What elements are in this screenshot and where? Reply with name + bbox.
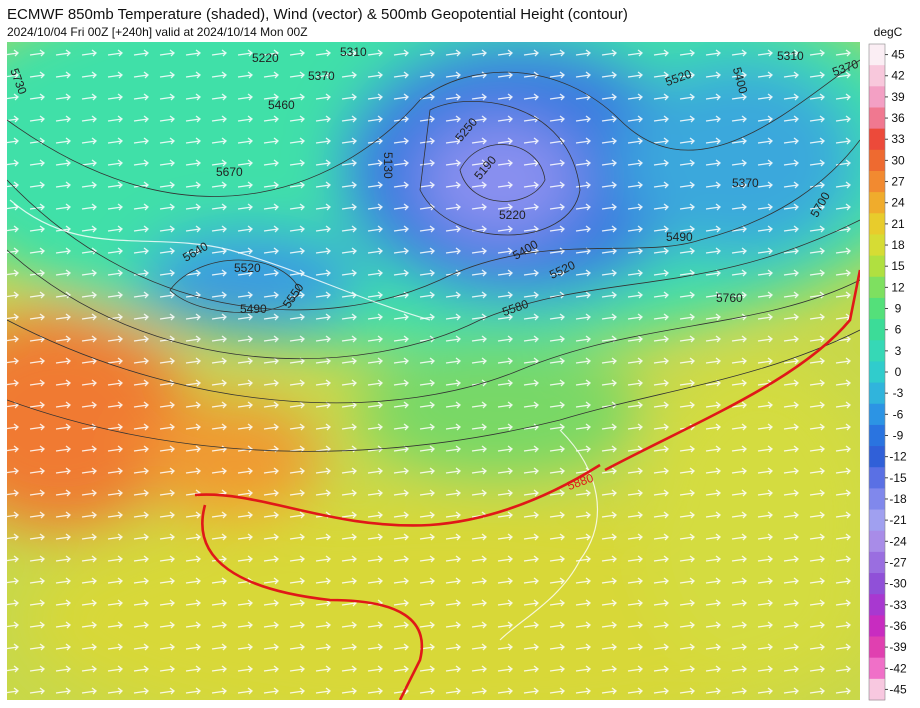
colorbar-band <box>869 636 885 659</box>
colorbar-band <box>869 86 885 108</box>
contour-label: 5220 <box>252 51 279 65</box>
colorbar-band <box>869 615 885 638</box>
height-contours <box>7 59 860 452</box>
colorbar-tick-label: 18 <box>891 238 905 252</box>
colorbar-band <box>869 467 885 489</box>
colorbar-band <box>869 382 885 405</box>
colorbar-tick-label: -21 <box>889 513 907 527</box>
colorbar-band <box>869 657 885 680</box>
colorbar-tick-label: 0 <box>895 365 902 379</box>
contour-label: 5490 <box>666 230 693 244</box>
colorbar-band <box>869 319 885 341</box>
wind-vectors <box>7 42 860 700</box>
contour-labels: 5310 5220 5370 5460 5670 5640 5520 5490 … <box>7 45 860 493</box>
colorbar-band <box>869 551 885 574</box>
colorbar-band <box>869 509 885 532</box>
colorbar-tick-label: -24 <box>889 534 907 548</box>
colorbar-tick-label: -39 <box>889 640 907 654</box>
colorbar-band <box>869 488 885 511</box>
colorbar-band <box>869 446 885 468</box>
colorbar-tick-label: -30 <box>889 577 907 591</box>
colorbar-band <box>869 65 885 87</box>
contour-5880 <box>194 269 860 700</box>
colorbar-tick-label: -6 <box>893 407 904 421</box>
colorbar-tick-label: 21 <box>891 217 905 231</box>
contour-label: 5760 <box>716 291 743 305</box>
colorbar-band <box>869 213 885 235</box>
colorbar-tick-label: 24 <box>891 196 905 210</box>
colorbar-tick-label: 33 <box>891 132 905 146</box>
colorbar-band <box>869 44 885 66</box>
colorbar-tick-label: -45 <box>889 682 907 696</box>
colorbar-band <box>869 276 885 299</box>
contour-label: 5370 <box>308 69 335 83</box>
colorbar-tick-label: 15 <box>891 259 905 273</box>
colorbar-band <box>869 255 885 278</box>
colorbar-band <box>869 573 885 595</box>
colorbar-band <box>869 128 885 151</box>
colorbar-tick-label: 42 <box>891 69 905 83</box>
colorbar-band <box>869 170 885 193</box>
contour-label: 5490 <box>240 302 267 316</box>
colorbar-tick-label: -15 <box>889 471 907 485</box>
contour-label: 5370 <box>732 176 759 190</box>
colorbar-band <box>869 530 885 553</box>
colorbar-tick-label: -3 <box>893 386 904 400</box>
subtitle: 2024/10/04 Fri 00Z [+240h] valid at 2024… <box>7 25 308 39</box>
colorbar-band <box>869 340 885 362</box>
colorbar-tick-label: -27 <box>889 555 907 569</box>
colorbar-band <box>869 403 885 426</box>
colorbar-tick-label: -36 <box>889 619 907 633</box>
colorbar-tick-label: 9 <box>895 302 902 316</box>
contour-label: 5220 <box>499 208 526 222</box>
colorbar-tick-label: 3 <box>895 344 902 358</box>
colorbar-tick-label: 30 <box>891 153 905 167</box>
colorbar-band <box>869 192 885 214</box>
colorbar-tick-label: -42 <box>889 661 907 675</box>
colorbar-tick-label: 6 <box>895 323 902 337</box>
colorbar-band <box>869 149 885 172</box>
colorbar-band <box>869 297 885 320</box>
colorbar-band <box>869 234 885 257</box>
colorbar-band <box>869 678 885 701</box>
contour-label: 5460 <box>268 98 295 112</box>
colorbar-tick-label: 27 <box>891 175 905 189</box>
colorbar-tick-label: 39 <box>891 90 905 104</box>
colorbar-band <box>869 107 885 130</box>
title: ECMWF 850mb Temperature (shaded), Wind (… <box>7 6 628 23</box>
colorbar-tick-label: 36 <box>891 111 905 125</box>
colorbar-tick-label: -33 <box>889 598 907 612</box>
contour-label: 5400 <box>730 66 751 96</box>
contour-label: 5520 <box>234 261 261 275</box>
coastlines <box>9 199 599 641</box>
colorbar-tick-label: 45 <box>891 48 905 62</box>
colorbar-tick-label: -18 <box>889 492 907 506</box>
contour-label: 5310 <box>340 45 367 59</box>
colorbar-tick-label: 12 <box>891 280 905 294</box>
contour-label: 5670 <box>216 165 243 179</box>
colorbar: 4542393633302724211815129630-3-6-9-12-15… <box>868 43 907 701</box>
colorbar-band <box>869 361 885 384</box>
contour-label: 5310 <box>777 49 804 63</box>
colorbar-tick-label: -12 <box>889 450 907 464</box>
colorbar-tick-label: -9 <box>893 428 904 442</box>
colorbar-band <box>869 424 885 447</box>
colorbar-band <box>869 594 885 616</box>
colorbar-unit: degC <box>874 25 903 39</box>
contour-label: 5130 <box>381 152 395 179</box>
